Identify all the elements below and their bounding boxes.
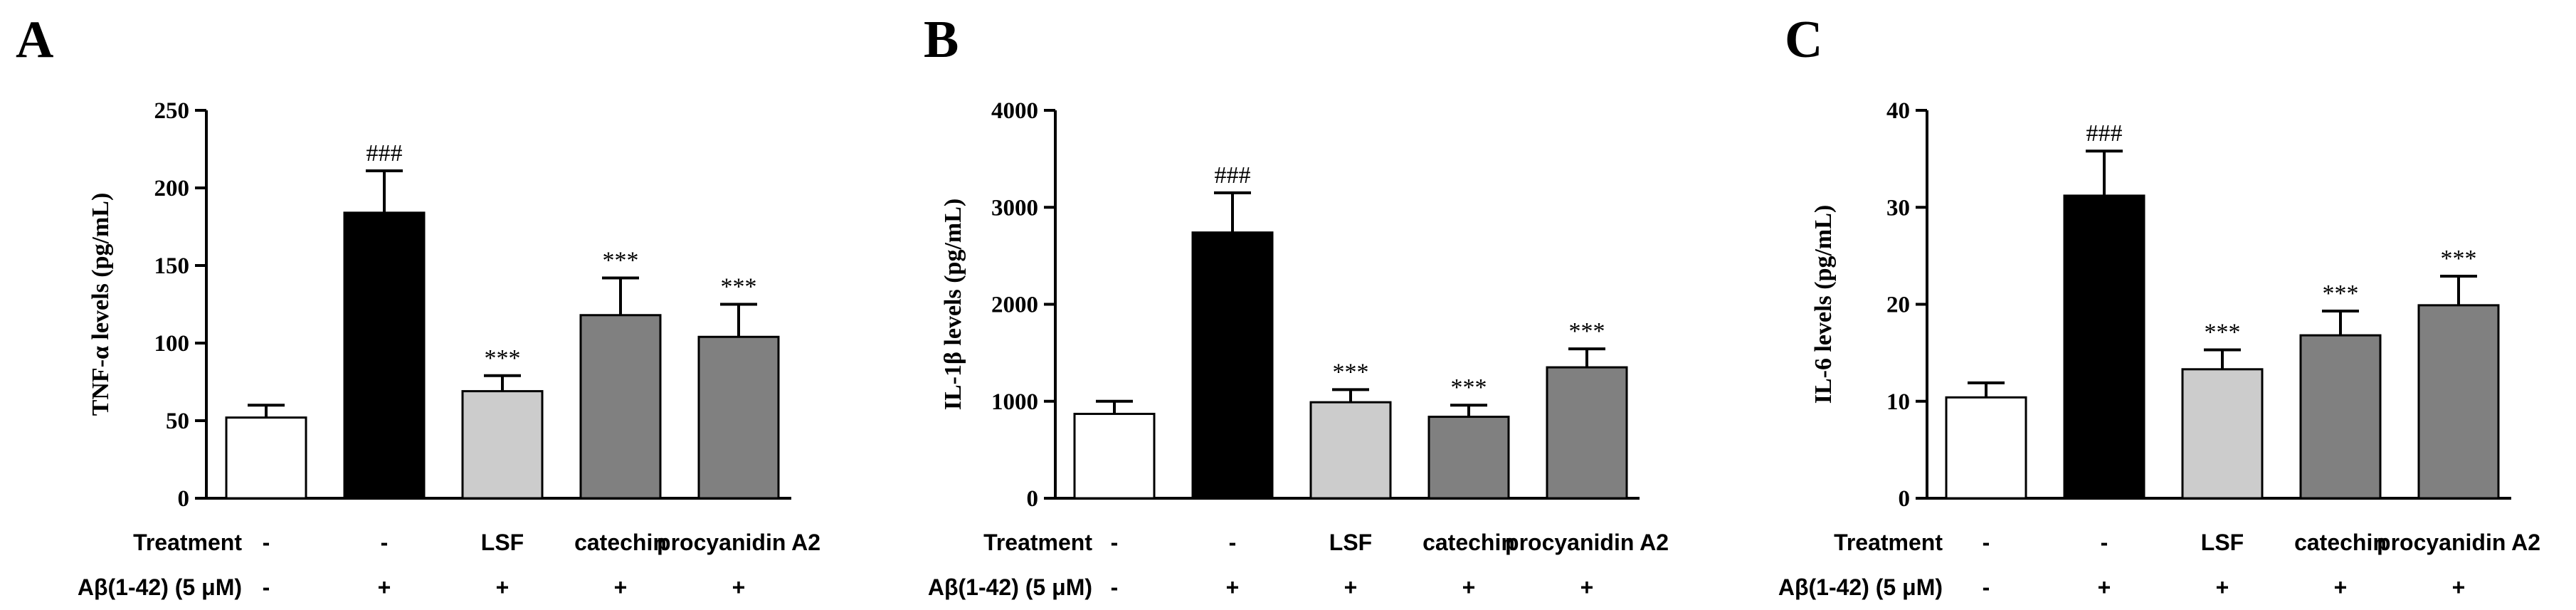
y-tick-label: 0	[178, 486, 190, 512]
abeta-value: +	[2098, 574, 2111, 600]
bar	[2417, 304, 2500, 500]
abeta-row-label: Aβ(1-42) (5 μM)	[1778, 574, 1943, 600]
treatment-value: LSF	[2201, 530, 2244, 555]
treatment-row-label: Treatment	[983, 530, 1092, 555]
bar	[1546, 366, 1628, 500]
abeta-value: +	[2334, 574, 2348, 600]
bar	[2181, 368, 2264, 500]
panel-a: A 0 50 100 150 200 250 TNF-α levels (pg/mL) - - ##…	[16, 11, 820, 600]
significance-label: ***	[603, 247, 639, 273]
abeta-value: +	[1344, 574, 1358, 600]
y-tick-label: 0	[1027, 486, 1039, 512]
abeta-value: +	[496, 574, 510, 600]
abeta-row-label: Aβ(1-42) (5 μM)	[78, 574, 242, 600]
y-tick-label: 4000	[991, 98, 1038, 124]
treatment-value: catechin	[1422, 530, 1515, 555]
treatment-value: -	[263, 530, 270, 555]
abeta-value: +	[1226, 574, 1240, 600]
panel-letter: A	[16, 11, 53, 69]
significance-label: ***	[485, 345, 521, 372]
panel-letter: C	[1785, 11, 1822, 69]
treatment-value: catechin	[574, 530, 667, 555]
y-tick-label: 3000	[991, 195, 1038, 221]
treatment-value: -	[1111, 530, 1119, 555]
bar	[1945, 396, 2027, 500]
abeta-row-label: Aβ(1-42) (5 μM)	[928, 574, 1092, 600]
abeta-value: +	[614, 574, 628, 600]
abeta-value: -	[263, 574, 270, 600]
y-tick-label: 1000	[991, 389, 1038, 415]
abeta-value: +	[732, 574, 746, 600]
treatment-row-label: Treatment	[1834, 530, 1943, 555]
significance-label: ###	[2086, 120, 2123, 147]
y-tick-label: 2000	[991, 293, 1038, 318]
abeta-value: -	[1983, 574, 1990, 600]
treatment-value: LSF	[1329, 530, 1372, 555]
significance-label: ***	[1569, 318, 1605, 345]
panel-c: C 0 10 20 30 40 IL-6 levels (pg/mL) - - ### - + *** L…	[1778, 11, 2540, 600]
y-axis-label: IL-6 levels (pg/mL)	[1810, 205, 1837, 404]
y-tick-label: 30	[1886, 195, 1910, 221]
y-tick-label: 0	[1899, 486, 1911, 512]
bar	[225, 416, 307, 500]
significance-label: ***	[2323, 280, 2359, 307]
significance-label: ***	[1333, 359, 1369, 385]
treatment-value: procyanidin A2	[657, 530, 820, 555]
y-tick-label: 250	[154, 98, 190, 124]
bar	[1191, 231, 1274, 500]
bar	[461, 390, 544, 500]
treatment-value: procyanidin A2	[1505, 530, 1669, 555]
treatment-value: LSF	[481, 530, 524, 555]
y-axis-label: IL-1β levels (pg/mL)	[940, 199, 966, 410]
y-tick-label: 100	[154, 331, 190, 357]
treatment-value: catechin	[2294, 530, 2387, 555]
bar	[2299, 334, 2382, 500]
y-tick-label: 150	[154, 253, 190, 279]
bar	[579, 314, 662, 500]
bar	[2063, 194, 2145, 500]
treatment-value: -	[2101, 530, 2108, 555]
panel-b: B 0 1000 2000 3000 4000 IL-1β levels (pg/mL) - -…	[924, 11, 1669, 600]
treatment-value: -	[1983, 530, 1990, 555]
abeta-value: +	[2216, 574, 2229, 600]
y-tick-label: 200	[154, 176, 190, 201]
abeta-value: +	[1462, 574, 1476, 600]
y-axis-label: TNF-α levels (pg/mL)	[88, 193, 114, 416]
abeta-value: +	[378, 574, 391, 600]
treatment-value: -	[381, 530, 389, 555]
y-tick-label: 50	[166, 409, 189, 434]
y-tick-label: 40	[1886, 98, 1910, 124]
bar	[1073, 412, 1156, 500]
significance-label: ***	[1451, 374, 1487, 401]
significance-label: ***	[721, 274, 757, 300]
abeta-value: +	[2452, 574, 2466, 600]
bar	[1427, 416, 1510, 500]
bar	[343, 211, 426, 500]
treatment-row-label: Treatment	[133, 530, 242, 555]
significance-label: ###	[1215, 162, 1251, 189]
bar	[697, 335, 780, 500]
abeta-value: +	[1580, 574, 1594, 600]
treatment-value: -	[1229, 530, 1237, 555]
bar	[1309, 401, 1392, 500]
panel-letter: B	[924, 11, 959, 69]
y-tick-label: 10	[1886, 389, 1910, 415]
y-tick-label: 20	[1886, 293, 1910, 318]
treatment-value: procyanidin A2	[2377, 530, 2540, 555]
significance-label: ***	[2205, 320, 2241, 346]
significance-label: ***	[2441, 246, 2477, 272]
abeta-value: -	[1111, 574, 1119, 600]
significance-label: ###	[366, 140, 403, 167]
